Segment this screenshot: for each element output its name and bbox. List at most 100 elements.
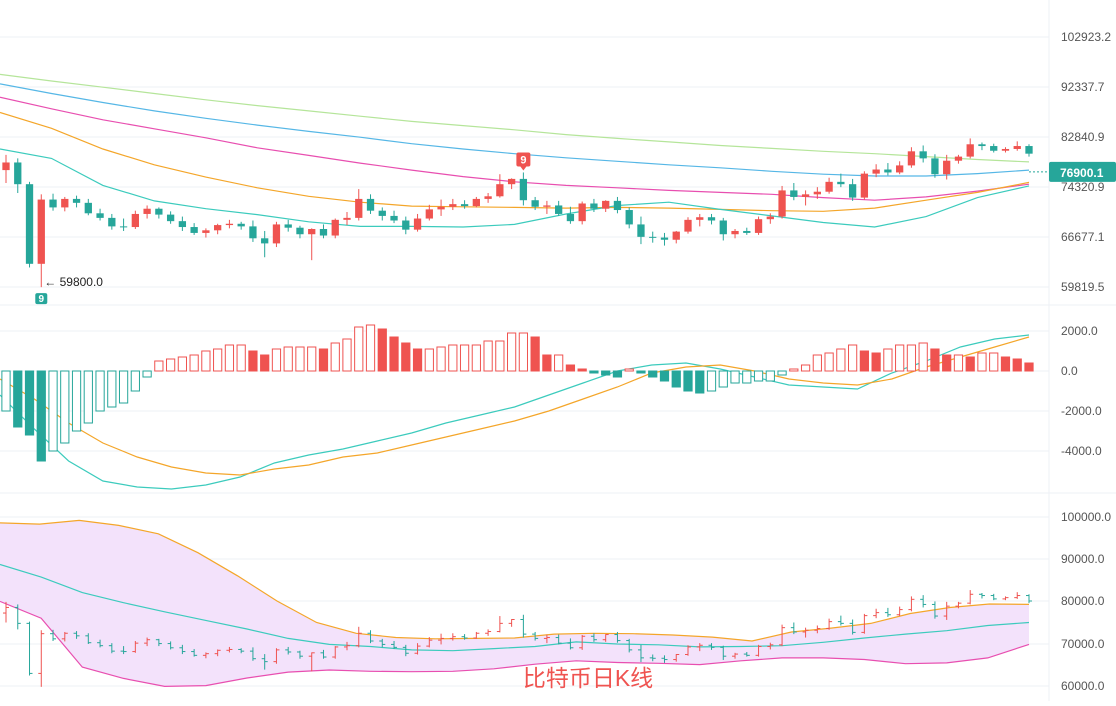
series-line-dea [0, 336, 1030, 476]
candle-body [214, 225, 222, 231]
signal-badge-text: 9 [38, 294, 44, 305]
macd-bar [730, 370, 740, 384]
candle-body [261, 238, 269, 244]
macd-bar [436, 346, 446, 372]
candle-body [96, 213, 104, 218]
candle-body [61, 198, 69, 208]
candle-body [460, 204, 469, 207]
macd-bar [848, 344, 858, 372]
macd-bar [589, 370, 599, 374]
candle-body [237, 223, 245, 227]
candle-body [14, 162, 22, 185]
y-tick-label: 90000.0 [1061, 552, 1105, 566]
series-line-ma-teal [0, 148, 1030, 228]
candle-body [143, 208, 151, 214]
macd-bar [142, 370, 152, 378]
macd-bar [189, 354, 199, 372]
macd-bar [683, 370, 693, 392]
candle-body [907, 151, 916, 166]
macd-bar [836, 348, 846, 372]
candle-body [825, 181, 833, 192]
y-tick-label: 70000.0 [1061, 637, 1105, 651]
candle-body [72, 198, 81, 203]
series-line-boll-lower [0, 600, 1030, 688]
macd-bar [130, 370, 140, 392]
macd-bar [659, 370, 670, 382]
y-tick-label: 82840.9 [1061, 130, 1105, 144]
macd-bar [895, 344, 905, 372]
y-tick-label: 102923.2 [1061, 30, 1111, 44]
macd-bar [24, 370, 35, 436]
macd-bar [307, 346, 317, 372]
candle-body [413, 218, 422, 230]
macd-bar [48, 370, 58, 452]
macd-bar [71, 370, 82, 432]
macd-bar [542, 354, 552, 372]
macd-bar [471, 344, 481, 372]
candle-body [319, 229, 328, 236]
macd-bar [859, 350, 869, 372]
series-line-ma-blue [0, 83, 1030, 177]
candle-body [660, 237, 669, 240]
candle-body [578, 203, 586, 222]
macd-bar [260, 354, 270, 372]
candle-body [1001, 148, 1010, 151]
macd-bar [1, 370, 11, 412]
macd-bar [1012, 358, 1022, 372]
series-line-ma-green [0, 73, 1030, 163]
macd-bar [789, 368, 799, 372]
last-price-badge [1049, 161, 1116, 182]
macd-bar [365, 324, 376, 372]
macd-bar [800, 364, 811, 372]
y-tick-label: 74320.9 [1061, 180, 1105, 194]
macd-bar [201, 350, 211, 372]
macd-bar [459, 344, 470, 372]
series-line-boll-upper [0, 519, 1030, 642]
macd-bar [989, 352, 999, 372]
candle-body [37, 199, 45, 264]
macd-bar [118, 370, 129, 404]
low-price-annotation: ← 59800.0 [44, 275, 103, 289]
candle-body [296, 227, 304, 235]
macd-bar [930, 348, 940, 372]
macd-bar [95, 370, 105, 412]
candle-body [1013, 146, 1021, 149]
y-tick-label: 80000.0 [1061, 594, 1105, 608]
candle-body [308, 229, 316, 235]
macd-bar [401, 342, 411, 372]
macd-bar [765, 370, 775, 382]
macd-bar [871, 352, 881, 372]
macd-bar [295, 346, 305, 372]
candle-body [119, 226, 128, 228]
macd-bar [565, 364, 576, 372]
macd-bar [883, 348, 893, 372]
candle-body [801, 194, 810, 197]
candle-body [531, 200, 539, 207]
candle-body [990, 146, 998, 151]
candle-body [966, 144, 974, 157]
candle-body [449, 204, 457, 207]
candle-body [590, 203, 598, 209]
macd-bar [554, 354, 564, 372]
candle-body [896, 165, 904, 173]
macd-bar [507, 332, 517, 372]
candle-body [49, 199, 57, 208]
candle-body [884, 169, 892, 173]
macd-bar [177, 356, 187, 372]
candle-body [719, 220, 727, 235]
candle-body [754, 219, 763, 233]
series-line-dif [0, 334, 1030, 490]
bollinger-fill-area [0, 520, 1029, 687]
macd-bar [377, 328, 387, 372]
candlesticks [2, 138, 1033, 687]
candle-body [684, 219, 692, 232]
macd-bar [671, 370, 681, 388]
candle-body [343, 217, 351, 220]
macd-bar [753, 370, 764, 382]
candle-body [1025, 146, 1033, 154]
candle-body [355, 198, 363, 218]
candle-body [378, 210, 386, 216]
macd-bar [283, 346, 293, 372]
macd-bar [1024, 362, 1034, 372]
